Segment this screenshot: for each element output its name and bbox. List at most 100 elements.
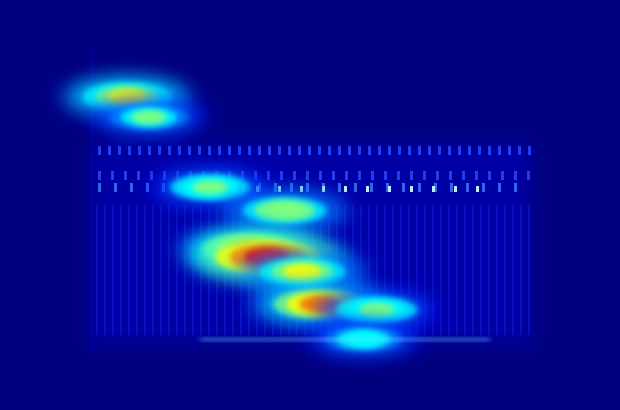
texture-dot bbox=[488, 146, 491, 155]
texture-dot bbox=[498, 146, 501, 155]
texture-dot bbox=[208, 146, 211, 155]
texture-streak bbox=[472, 205, 474, 335]
texture-dot bbox=[508, 146, 511, 155]
texture-dot bbox=[488, 171, 491, 180]
texture-dot bbox=[358, 146, 361, 155]
texture-dot bbox=[418, 183, 421, 192]
texture-dot bbox=[148, 146, 151, 155]
texture-dot bbox=[498, 183, 501, 192]
texture-dot bbox=[388, 146, 391, 155]
bright-dot bbox=[366, 186, 369, 192]
texture-dot bbox=[280, 171, 283, 180]
texture-dot bbox=[378, 146, 381, 155]
texture-dot bbox=[438, 146, 441, 155]
bright-dot bbox=[410, 186, 413, 192]
texture-dot bbox=[198, 146, 201, 155]
blob-layer bbox=[283, 264, 321, 279]
bright-dot bbox=[388, 186, 391, 192]
texture-dot bbox=[384, 171, 387, 180]
bright-dot bbox=[322, 186, 325, 192]
texture-dot bbox=[268, 146, 271, 155]
texture-streak bbox=[480, 205, 482, 335]
texture-dot bbox=[458, 146, 461, 155]
texture-dot bbox=[98, 183, 101, 192]
texture-streak bbox=[168, 205, 170, 335]
texture-dot bbox=[528, 146, 531, 155]
texture-streak bbox=[160, 205, 162, 335]
texture-dot bbox=[258, 146, 261, 155]
texture-dot bbox=[158, 146, 161, 155]
texture-dot bbox=[137, 171, 140, 180]
texture-dot bbox=[293, 171, 296, 180]
bright-dot bbox=[476, 186, 479, 192]
texture-streak bbox=[440, 205, 442, 335]
bright-dot bbox=[432, 186, 435, 192]
heatmap-blob-mid-upper-patch bbox=[220, 190, 350, 231]
blob-layer bbox=[193, 180, 229, 194]
texture-streak bbox=[464, 205, 466, 335]
texture-dot bbox=[267, 171, 270, 180]
texture-dot bbox=[111, 171, 114, 180]
texture-dot bbox=[238, 146, 241, 155]
bright-dot bbox=[454, 186, 457, 192]
texture-dot bbox=[278, 146, 281, 155]
blob-layer bbox=[266, 203, 303, 218]
texture-dot bbox=[318, 146, 321, 155]
texture-dot bbox=[338, 146, 341, 155]
texture-dot bbox=[371, 171, 374, 180]
texture-dot bbox=[306, 171, 309, 180]
texture-streak bbox=[152, 205, 154, 335]
texture-dot bbox=[319, 171, 322, 180]
texture-streak bbox=[104, 205, 106, 335]
texture-dot bbox=[468, 146, 471, 155]
texture-streak bbox=[128, 205, 130, 335]
texture-dot bbox=[345, 171, 348, 180]
texture-dot bbox=[338, 183, 341, 192]
texture-dot bbox=[475, 171, 478, 180]
texture-dot bbox=[370, 183, 373, 192]
texture-dot bbox=[308, 146, 311, 155]
texture-dot bbox=[423, 171, 426, 180]
texture-dot bbox=[332, 171, 335, 180]
texture-dot bbox=[128, 146, 131, 155]
texture-dot bbox=[298, 146, 301, 155]
texture-streak bbox=[504, 205, 506, 335]
texture-dot bbox=[178, 146, 181, 155]
texture-dot bbox=[514, 183, 517, 192]
texture-dot bbox=[328, 146, 331, 155]
texture-streak bbox=[120, 205, 122, 335]
texture-streak bbox=[520, 205, 522, 335]
texture-dot bbox=[482, 183, 485, 192]
texture-dot bbox=[114, 183, 117, 192]
texture-dot bbox=[408, 146, 411, 155]
texture-streak bbox=[96, 205, 98, 335]
heatmap-blob-upper-left-tail bbox=[88, 98, 210, 136]
texture-dot bbox=[436, 171, 439, 180]
texture-dot bbox=[354, 183, 357, 192]
texture-dot bbox=[501, 171, 504, 180]
texture-dot bbox=[449, 171, 452, 180]
bright-dot bbox=[344, 186, 347, 192]
texture-streak bbox=[448, 205, 450, 335]
texture-dot bbox=[98, 146, 101, 155]
texture-dot bbox=[398, 146, 401, 155]
texture-dot bbox=[228, 146, 231, 155]
texture-dot bbox=[98, 171, 101, 180]
texture-dot bbox=[358, 171, 361, 180]
texture-dot bbox=[450, 183, 453, 192]
bottom-line bbox=[200, 338, 490, 341]
texture-dot bbox=[410, 171, 413, 180]
blob-layer bbox=[132, 110, 167, 124]
texture-dot bbox=[168, 146, 171, 155]
texture-dot bbox=[188, 146, 191, 155]
texture-dot bbox=[218, 146, 221, 155]
texture-dot bbox=[466, 183, 469, 192]
texture-streak bbox=[176, 205, 178, 335]
texture-streak bbox=[136, 205, 138, 335]
texture-dot bbox=[428, 146, 431, 155]
texture-dot bbox=[527, 171, 530, 180]
texture-dot bbox=[124, 171, 127, 180]
texture-dot bbox=[462, 171, 465, 180]
texture-dot bbox=[397, 171, 400, 180]
texture-streak bbox=[192, 205, 194, 335]
